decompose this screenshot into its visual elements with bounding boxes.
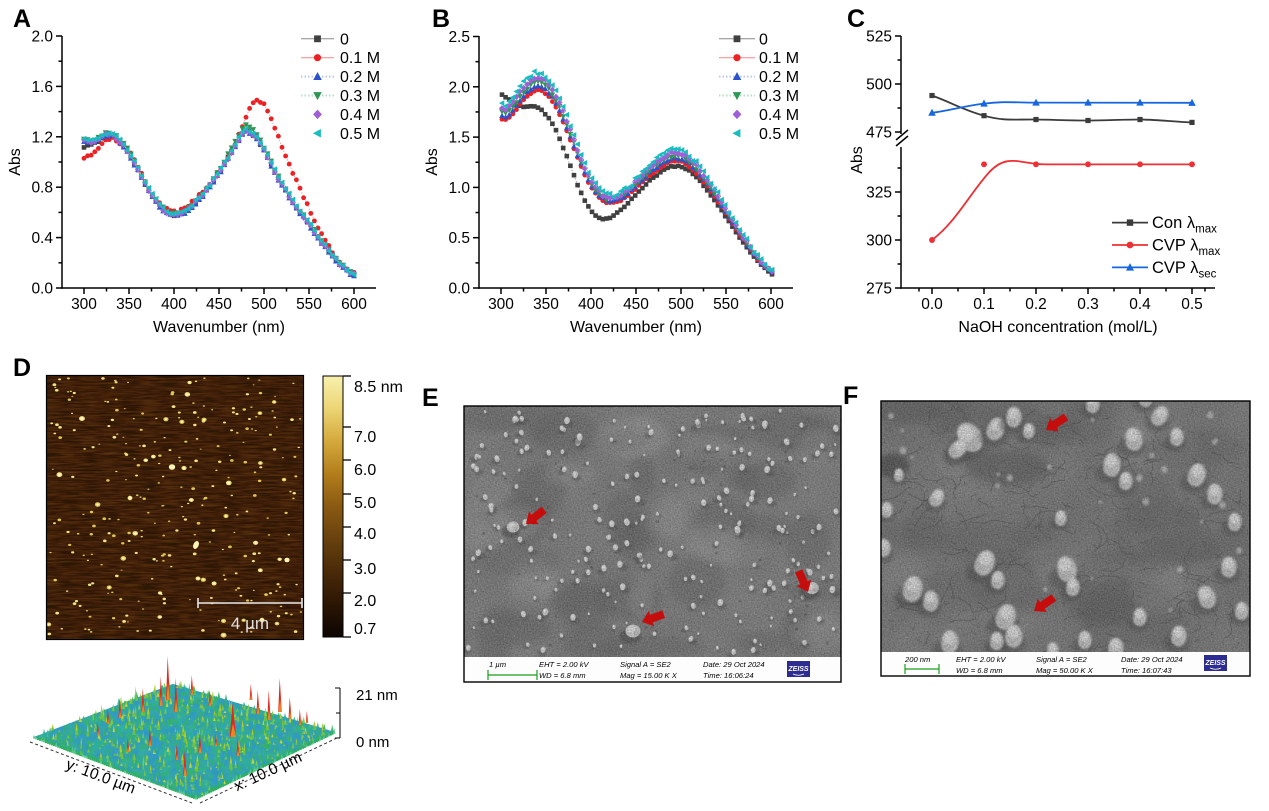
svg-text:4 µm: 4 µm xyxy=(231,614,269,633)
svg-text:0.7: 0.7 xyxy=(354,621,376,638)
svg-text:Wavenumber (nm): Wavenumber (nm) xyxy=(570,319,702,336)
svg-text:0.5: 0.5 xyxy=(1181,296,1203,313)
svg-text:Abs: Abs xyxy=(849,146,866,174)
svg-text:CVP λ: CVP λ xyxy=(1152,237,1199,255)
svg-text:EHT = 2.00 kV: EHT = 2.00 kV xyxy=(956,655,1007,664)
svg-text:C: C xyxy=(847,5,865,33)
svg-text:350: 350 xyxy=(116,296,142,313)
svg-text:2.5: 2.5 xyxy=(448,29,470,46)
svg-text:300: 300 xyxy=(866,233,892,250)
svg-text:F: F xyxy=(843,382,858,410)
svg-text:WD = 6.8 mm: WD = 6.8 mm xyxy=(539,671,586,680)
svg-text:1 µm: 1 µm xyxy=(489,660,506,669)
svg-text:1.2: 1.2 xyxy=(31,129,53,146)
svg-text:Con λ: Con λ xyxy=(1152,214,1196,232)
svg-text:0.4: 0.4 xyxy=(1129,296,1151,313)
svg-text:D: D xyxy=(13,354,31,382)
svg-text:2.0: 2.0 xyxy=(31,29,53,46)
svg-text:max: max xyxy=(1195,224,1217,236)
svg-text:400: 400 xyxy=(578,296,604,313)
svg-text:0: 0 xyxy=(340,31,349,48)
svg-text:4.0: 4.0 xyxy=(354,526,376,543)
svg-text:550: 550 xyxy=(296,296,322,313)
svg-text:0.5 M: 0.5 M xyxy=(340,126,380,143)
svg-text:500: 500 xyxy=(668,296,694,313)
svg-text:7.0: 7.0 xyxy=(354,429,376,446)
svg-text:Time: 16:06:24: Time: 16:06:24 xyxy=(703,671,754,680)
svg-text:0.0: 0.0 xyxy=(448,281,470,298)
svg-text:Mag = 50.00 K X: Mag = 50.00 K X xyxy=(1036,666,1094,675)
svg-text:WD = 6.8 mm: WD = 6.8 mm xyxy=(956,666,1003,675)
svg-text:600: 600 xyxy=(758,296,784,313)
svg-text:0.4 M: 0.4 M xyxy=(340,107,380,124)
svg-text:sec: sec xyxy=(1198,268,1216,280)
svg-text:0.4 M: 0.4 M xyxy=(759,107,799,124)
svg-text:0.4: 0.4 xyxy=(31,230,53,247)
svg-text:0.8: 0.8 xyxy=(31,180,53,197)
svg-text:200 nm: 200 nm xyxy=(904,655,930,664)
svg-text:0.1: 0.1 xyxy=(973,296,995,313)
svg-text:8.5 nm: 8.5 nm xyxy=(354,379,403,396)
svg-text:0.1 M: 0.1 M xyxy=(340,50,380,67)
svg-text:2.0: 2.0 xyxy=(354,593,376,610)
svg-text:A: A xyxy=(13,5,31,33)
svg-text:0.1 M: 0.1 M xyxy=(759,50,799,67)
svg-text:Time: 16:07:43: Time: 16:07:43 xyxy=(1121,666,1172,675)
svg-text:EHT = 2.00 kV: EHT = 2.00 kV xyxy=(539,660,590,669)
svg-text:600: 600 xyxy=(341,296,367,313)
svg-text:Abs: Abs xyxy=(7,148,24,176)
svg-text:B: B xyxy=(432,5,450,33)
svg-text:350: 350 xyxy=(533,296,559,313)
svg-text:275: 275 xyxy=(866,281,892,298)
svg-text:0.2 M: 0.2 M xyxy=(340,69,380,86)
svg-text:5.0: 5.0 xyxy=(354,495,376,512)
svg-text:Mag = 15.00 K X: Mag = 15.00 K X xyxy=(620,671,678,680)
svg-text:500: 500 xyxy=(251,296,277,313)
svg-text:ZEISS: ZEISS xyxy=(787,666,809,673)
svg-text:CVP λ: CVP λ xyxy=(1152,259,1199,277)
svg-text:1.0: 1.0 xyxy=(448,180,470,197)
svg-text:525: 525 xyxy=(866,29,892,46)
svg-text:0.3: 0.3 xyxy=(1077,296,1099,313)
svg-text:550: 550 xyxy=(713,296,739,313)
svg-text:0: 0 xyxy=(759,31,768,48)
svg-text:0.5: 0.5 xyxy=(448,230,470,247)
svg-text:Abs: Abs xyxy=(424,148,441,176)
svg-text:Wavenumber (nm): Wavenumber (nm) xyxy=(153,319,285,336)
svg-text:450: 450 xyxy=(623,296,649,313)
svg-text:0.0: 0.0 xyxy=(921,296,943,313)
svg-text:400: 400 xyxy=(161,296,187,313)
svg-text:6.0: 6.0 xyxy=(354,462,376,479)
svg-text:3.0: 3.0 xyxy=(354,561,376,578)
svg-text:0.3 M: 0.3 M xyxy=(340,88,380,105)
svg-text:0.5 M: 0.5 M xyxy=(759,126,799,143)
svg-text:Date: 29 Oct 2024: Date: 29 Oct 2024 xyxy=(1121,655,1183,664)
svg-text:21 nm: 21 nm xyxy=(356,687,398,704)
svg-text:500: 500 xyxy=(866,77,892,94)
svg-text:0.0: 0.0 xyxy=(31,281,53,298)
svg-text:NaOH concentration (mol/L): NaOH concentration (mol/L) xyxy=(958,319,1157,336)
svg-text:2.0: 2.0 xyxy=(448,79,470,96)
svg-text:0.3 M: 0.3 M xyxy=(759,88,799,105)
svg-text:325: 325 xyxy=(866,185,892,202)
svg-text:ZEISS: ZEISS xyxy=(1204,660,1226,667)
svg-text:0.2: 0.2 xyxy=(1025,296,1047,313)
svg-text:1.6: 1.6 xyxy=(31,79,53,96)
svg-text:1.5: 1.5 xyxy=(448,130,470,147)
svg-text:0.2 M: 0.2 M xyxy=(759,69,799,86)
svg-text:E: E xyxy=(422,384,439,412)
svg-text:450: 450 xyxy=(206,296,232,313)
svg-text:0 nm: 0 nm xyxy=(356,734,389,751)
svg-text:Date: 29 Oct 2024: Date: 29 Oct 2024 xyxy=(703,660,765,669)
svg-text:Signal A = SE2: Signal A = SE2 xyxy=(620,660,672,669)
svg-text:Signal A = SE2: Signal A = SE2 xyxy=(1036,655,1088,664)
svg-text:max: max xyxy=(1198,246,1220,258)
svg-text:475: 475 xyxy=(866,125,892,142)
svg-text:300: 300 xyxy=(488,296,514,313)
svg-text:300: 300 xyxy=(71,296,97,313)
